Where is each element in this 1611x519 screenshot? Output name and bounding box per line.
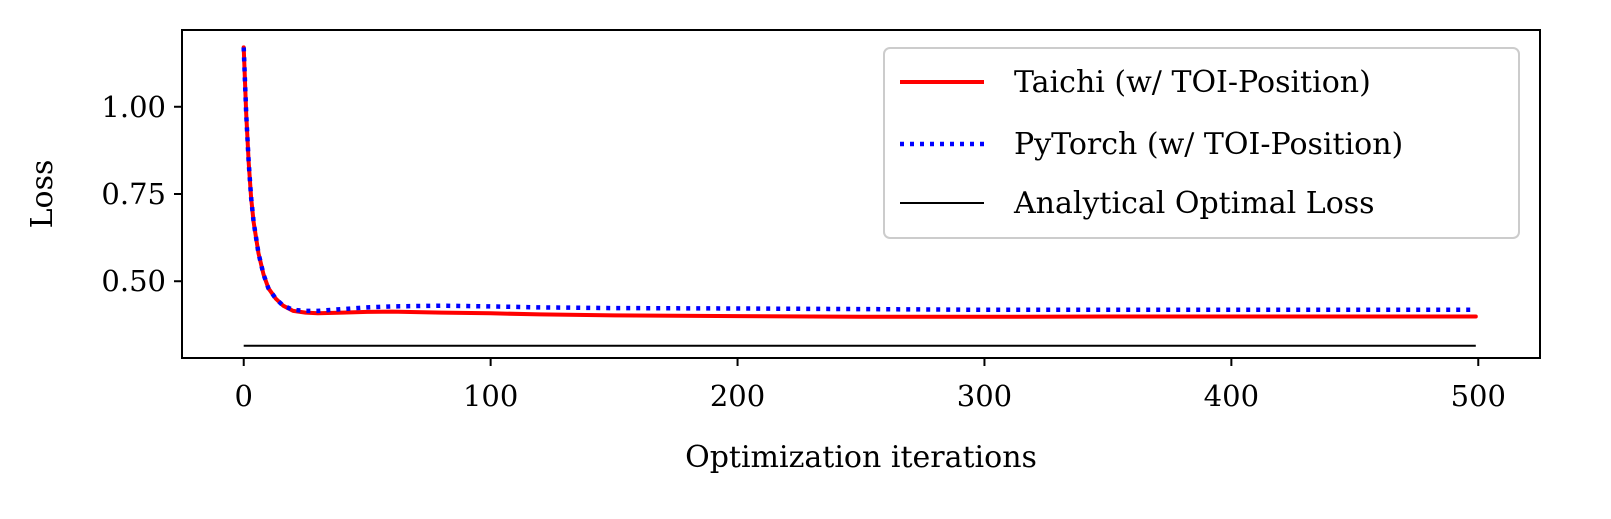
legend-box [883,47,1520,239]
legend-label-3: Analytical Optimal Loss [1013,186,1375,221]
x-tick-label: 300 [957,379,1012,413]
x-tick-label: 100 [463,379,518,413]
y-ticks: 0.50 0.75 1.00 [101,90,182,298]
x-tick-label: 0 [235,379,253,413]
x-tick-label: 500 [1451,379,1506,413]
y-tick-label: 1.00 [101,90,166,124]
x-ticks: 0 100 200 300 400 500 [235,358,1506,413]
series-line-1 [241,45,1478,319]
x-axis-label: Optimization iterations [685,440,1037,475]
y-axis-label: Loss [25,160,60,229]
legend: Taichi (w/ TOI-Position) PyTorch (w/ TOI-… [883,47,1520,239]
x-tick-label: 200 [710,379,765,413]
x-tick-label: 400 [1204,379,1259,413]
y-tick-label: 0.50 [101,264,166,298]
legend-label-1: Taichi (w/ TOI-Position) [1014,65,1371,100]
y-tick-label: 0.75 [101,177,166,211]
legend-label-2: PyTorch (w/ TOI-Position) [1014,127,1403,162]
series-layer [241,45,1478,347]
